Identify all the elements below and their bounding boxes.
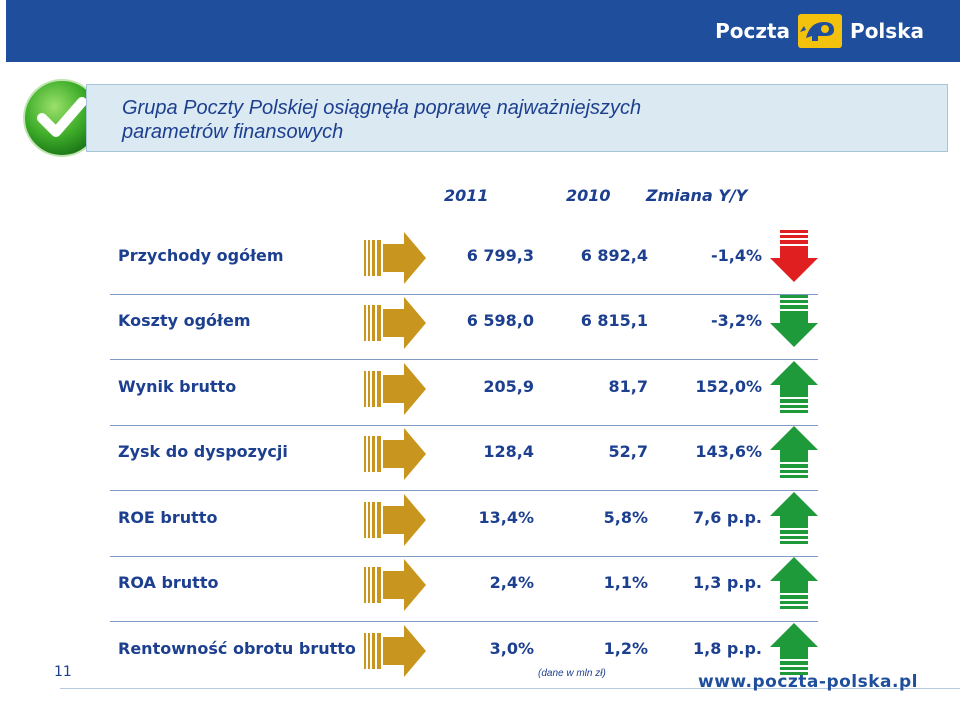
arrow-right-icon	[364, 232, 426, 284]
value-2010: 1,1%	[603, 573, 648, 592]
value-2011: 128,4	[483, 442, 534, 461]
value-2011: 3,0%	[489, 639, 534, 658]
value-2011: 6 799,3	[466, 246, 534, 265]
column-header-2011: 2011	[444, 186, 489, 205]
posthorn-icon	[798, 14, 843, 48]
row-label: Przychody ogółem	[118, 246, 284, 265]
website-url: www.poczta-polska.pl	[698, 672, 918, 692]
arrow-right-icon	[364, 363, 426, 415]
arrow-up-icon	[770, 490, 820, 546]
row-divider	[110, 556, 818, 557]
arrow-up-icon	[770, 555, 820, 611]
arrow-down-icon	[770, 293, 820, 349]
checkmark-icon	[23, 79, 101, 157]
value-2010: 6 815,1	[580, 311, 648, 330]
page-number: 11	[54, 664, 72, 680]
arrow-right-icon	[364, 428, 426, 480]
column-header-change: Zmiana Y/Y	[646, 186, 748, 205]
table-row: Zysk do dyspozycji 128,4 52,7 143,6%	[0, 426, 960, 494]
table-row: Koszty ogółem 6 598,0 6 815,1 -3,2%	[0, 295, 960, 363]
change-value: 7,6 p.p.	[693, 508, 762, 527]
table-row: ROA brutto 2,4% 1,1% 1,3 p.p.	[0, 557, 960, 625]
arrow-right-icon	[364, 625, 426, 677]
change-value: 1,3 p.p.	[693, 573, 762, 592]
value-2011: 205,9	[483, 377, 534, 396]
row-label: ROE brutto	[118, 508, 218, 527]
arrow-up-icon	[770, 424, 820, 480]
table-row: Przychody ogółem 6 799,3 6 892,4 -1,4%	[0, 230, 960, 298]
value-2010: 6 892,4	[580, 246, 648, 265]
row-label: Rentowność obrotu brutto	[118, 639, 356, 658]
value-2011: 2,4%	[489, 573, 534, 592]
value-2010: 5,8%	[603, 508, 648, 527]
table-row: ROE brutto 13,4% 5,8% 7,6 p.p.	[0, 492, 960, 560]
arrow-right-icon	[364, 494, 426, 546]
change-value: -3,2%	[710, 311, 762, 330]
title-box	[86, 84, 948, 152]
row-label: Wynik brutto	[118, 377, 237, 396]
row-divider	[110, 359, 818, 360]
footer-divider	[60, 688, 960, 689]
change-value: 152,0%	[695, 377, 762, 396]
value-2010: 81,7	[608, 377, 648, 396]
row-divider	[110, 490, 818, 491]
page-title: Grupa Poczty Polskiej osiągnęła poprawę …	[122, 96, 822, 144]
row-label: Koszty ogółem	[118, 311, 251, 330]
row-divider	[110, 425, 818, 426]
change-value: 143,6%	[695, 442, 762, 461]
change-value: 1,8 p.p.	[693, 639, 762, 658]
arrow-up-icon	[770, 359, 820, 415]
units-note: (dane w mln zł)	[538, 668, 606, 679]
arrow-right-icon	[364, 559, 426, 611]
value-2011: 13,4%	[478, 508, 534, 527]
title-line-2: parametrów finansowych	[122, 121, 344, 143]
value-2010: 52,7	[608, 442, 648, 461]
table-row: Rentowność obrotu brutto 3,0% 1,2% 1,8 p.p.	[0, 623, 960, 691]
logo-text-left: Poczta	[715, 19, 791, 43]
title-line-1: Grupa Poczty Polskiej osiągnęła poprawę …	[122, 97, 642, 119]
change-value: -1,4%	[710, 246, 762, 265]
value-2011: 6 598,0	[466, 311, 534, 330]
poczta-polska-logo: Poczta Polska	[715, 14, 924, 48]
table-row: Wynik brutto 205,9 81,7 152,0%	[0, 361, 960, 429]
logo-text-right: Polska	[850, 19, 924, 43]
row-divider	[110, 621, 818, 622]
header-bar: Poczta Polska	[6, 0, 960, 62]
arrow-down-icon	[770, 228, 820, 284]
row-label: ROA brutto	[118, 573, 219, 592]
arrow-up-icon	[770, 621, 820, 677]
column-header-2010: 2010	[566, 186, 611, 205]
arrow-right-icon	[364, 297, 426, 349]
row-label: Zysk do dyspozycji	[118, 442, 288, 461]
row-divider	[110, 294, 818, 295]
value-2010: 1,2%	[603, 639, 648, 658]
